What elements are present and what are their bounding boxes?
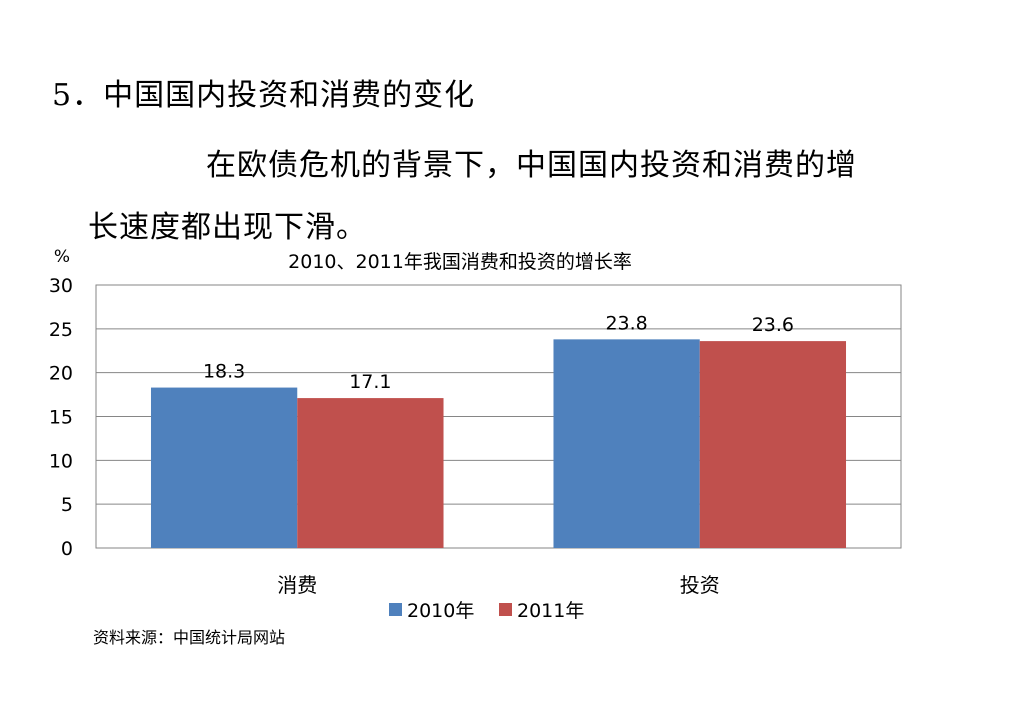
y-tick-label: 30 (49, 275, 73, 297)
y-tick-label: 20 (49, 363, 73, 385)
y-tick-label: 10 (49, 450, 73, 472)
bar-value-label: 23.8 (605, 312, 647, 334)
paragraph-line-2: 长速度都出现下滑。 (88, 210, 367, 245)
y-tick-label: 15 (49, 407, 73, 429)
y-tick-labels: 0 5 10 15 20 25 30 (49, 275, 73, 560)
bar (699, 341, 847, 548)
legend-swatch (499, 603, 512, 616)
bar (150, 387, 298, 548)
plot-frame (95, 284, 902, 549)
bars: 18.3 17.1 23.8 23.6 (150, 312, 847, 548)
y-tick-label: 0 (61, 538, 73, 560)
legend-swatch (389, 603, 402, 616)
section-heading: 5．中国国内投资和消费的变化 (52, 78, 476, 113)
x-category-label: 消费 (277, 573, 317, 597)
bar (553, 339, 700, 548)
y-tick-label: 5 (61, 494, 73, 516)
bar-value-label: 17.1 (349, 371, 391, 393)
legend-label: 2011年 (517, 600, 584, 622)
x-category-label: 投资 (680, 573, 720, 597)
y-axis-label: % (54, 247, 70, 267)
bar-value-label: 23.6 (752, 314, 794, 336)
y-tick-label: 25 (49, 319, 73, 341)
bar (297, 398, 444, 548)
legend: 2010年 2011年 (389, 600, 584, 622)
chart-title: 2010、2011年我国消费和投资的增长率 (288, 251, 632, 273)
x-category-labels: 消费 投资 (277, 573, 720, 597)
legend-label: 2010年 (407, 600, 474, 622)
source-note: 资料来源：中国统计局网站 (93, 628, 286, 647)
bar-value-label: 18.3 (203, 361, 245, 383)
paragraph-line-1: 在欧债危机的背景下，中国国内投资和消费的增 (206, 148, 857, 183)
